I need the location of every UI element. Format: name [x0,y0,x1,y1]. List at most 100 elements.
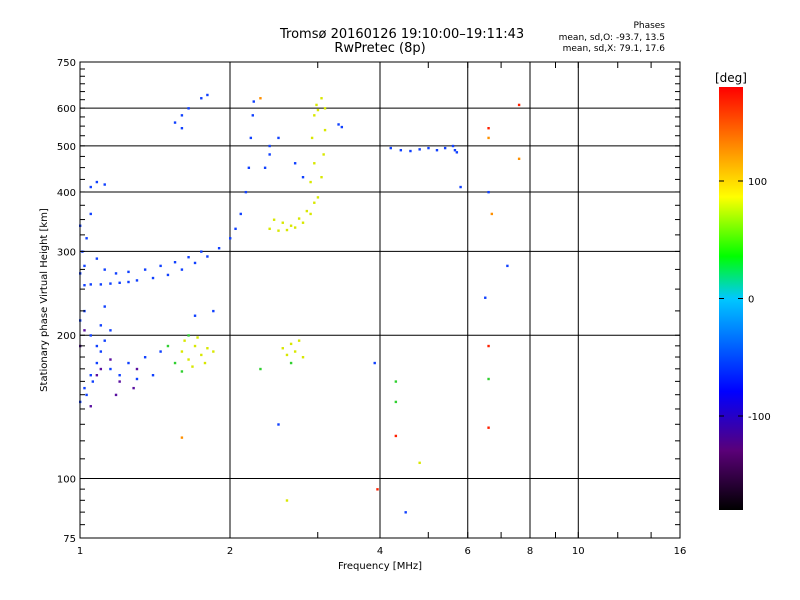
y-tick-label: 300 [57,247,76,258]
x-tick-label: 6 [465,546,471,557]
data-point-x [289,224,293,227]
data-point-x [322,153,325,156]
data-point-o [127,280,130,284]
data-point-x-red [487,426,490,429]
data-point-x [313,201,316,204]
axis-ticks: 1 2 4 6 8 10 16 75 100 200 300 400 500 600 750 Frequenc… [39,58,686,572]
data-point-o [180,127,184,130]
data-point-o [95,180,99,184]
data-point-o [268,144,271,148]
data-point-x-green [259,367,262,371]
data-point-x [297,339,301,342]
data-point-x [310,136,314,140]
data-point-o [135,377,139,381]
chart-subtitle: RwPretec (8p) [334,41,426,56]
data-point-x-green [173,361,177,365]
data-point-o [373,361,376,365]
data-point-x-orange [180,436,184,439]
data-point-o [159,264,162,268]
x-tick-label: 8 [527,546,533,557]
data-point-o [277,136,280,140]
data-point-x [313,162,316,165]
data-point-x [277,229,280,232]
data-point-x [272,218,276,221]
data-point-x-green [394,400,398,404]
x-tick-label: 1 [77,546,83,557]
data-point-o [114,272,118,275]
data-point-o [99,283,103,286]
data-point-x [281,347,284,350]
data-point-o [239,212,242,216]
data-point-o [453,148,457,152]
colorbar-tick-label: 0 [748,295,754,306]
stats-x-mode: mean, sd,X: 79.1, 17.6 [562,44,665,54]
x-axis-label: Frequency [MHz] [338,561,422,572]
data-point-o-dark [132,386,135,390]
data-point-x [285,499,289,502]
data-point-o [340,125,344,129]
data-point-o-dark [135,367,139,371]
data-point-x-orange [490,212,494,216]
data-point-o [418,148,421,151]
data-point-o [459,185,462,189]
data-point-o [91,380,95,383]
data-point-o-dark [83,329,86,332]
data-point-x [293,350,297,353]
data-point-o [244,190,248,194]
data-points [79,93,521,514]
chart-title: Tromsø 20160126 19:10:00–19:11:43 [280,27,525,42]
data-point-o [95,257,99,260]
data-point-x-red [487,344,490,348]
data-point-o [200,250,203,253]
data-point-x-green [394,380,398,383]
y-tick-label: 100 [57,475,76,486]
data-point-o [337,123,340,126]
data-point-o [103,183,106,186]
data-point-x [203,361,207,365]
y-tick-label: 400 [57,188,76,199]
data-point-x [301,221,305,224]
data-point-o [85,393,88,397]
data-point-o [151,374,155,377]
data-point-o [109,282,112,285]
data-point-o [251,114,254,117]
data-point-o [200,97,203,100]
data-point-o [127,270,130,274]
data-point-x-red [376,488,379,491]
data-point-x-red [394,434,398,438]
data-point-o [85,237,88,240]
data-point-x [320,97,323,100]
data-point-o [109,367,112,371]
data-point-o [187,107,190,110]
data-point-o [95,344,99,348]
data-point-x-red [487,127,490,130]
data-point-x-green [166,344,170,348]
data-point-o [399,148,403,152]
data-point-o [247,166,251,169]
grid-lines [80,62,680,538]
data-point-o-dark [118,380,121,383]
data-point-o [159,350,162,353]
data-point-o [99,324,103,327]
data-point-x [289,342,293,346]
data-point-o-dark [95,374,99,377]
data-point-o [217,247,221,250]
data-point-x [297,217,301,220]
data-point-o [293,162,297,165]
data-point-o [249,136,253,140]
x-tick-label: 10 [572,546,585,557]
data-point-o [212,309,215,313]
data-point-x [309,180,312,184]
data-point-o [427,146,430,150]
data-point-o [103,305,106,308]
data-point-x-green [487,377,490,381]
data-point-x [301,356,305,359]
data-point-o [143,356,147,359]
x-tick-label: 4 [377,546,383,557]
data-point-o [89,212,92,216]
y-tick-label: 500 [57,142,76,153]
data-point-o [229,237,232,240]
data-point-o [435,148,439,152]
data-point-o [277,423,280,426]
data-point-x-green [187,334,190,337]
